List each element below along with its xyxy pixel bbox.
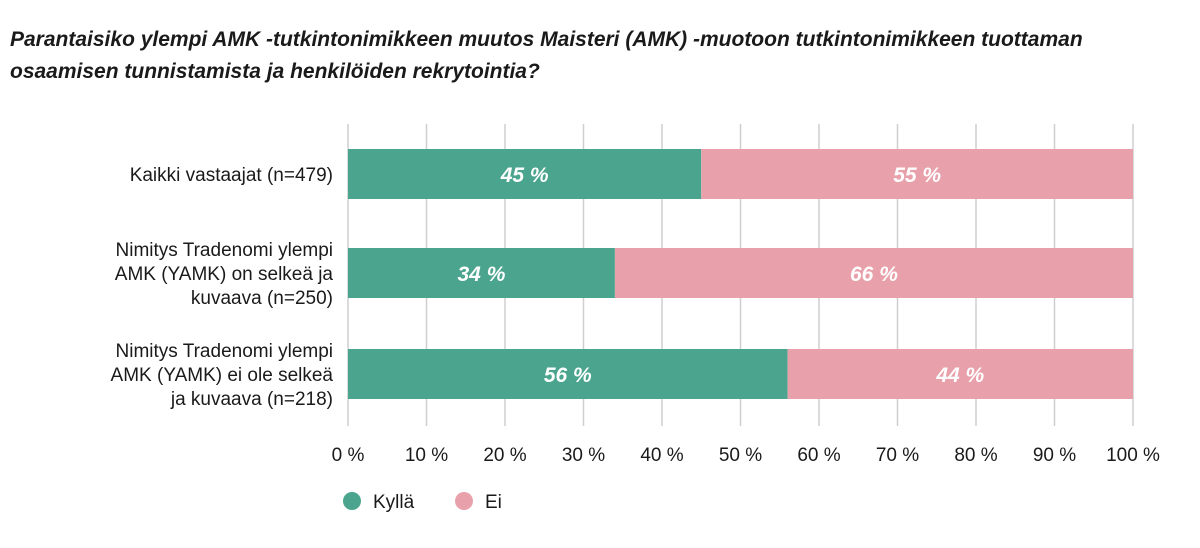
category-label-line: AMK (YAMK) ei ole selkeä xyxy=(111,365,334,386)
category-label-line: Kaikki vastaajat (n=479) xyxy=(130,165,333,186)
bar-value-label: 45 % xyxy=(500,164,549,187)
category-label-line: AMK (YAMK) on selkeä ja xyxy=(115,264,334,285)
x-tick-label: 90 % xyxy=(1033,445,1076,466)
category-label-line: Nimitys Tradenomi ylempi xyxy=(116,240,334,261)
bar-kyllä-1 xyxy=(348,248,615,298)
bar-value-label: 56 % xyxy=(544,364,592,387)
x-tick-label: 10 % xyxy=(405,445,448,466)
x-axis-ticks: 0 % 10 % 20 % 30 % 40 % 50 % 60 % 70 % 80 % 90 % 1… xyxy=(332,445,1160,466)
x-tick-label: 100 % xyxy=(1106,445,1160,466)
bar-value-label: 44 % xyxy=(935,364,984,387)
x-tick-label: 50 % xyxy=(719,445,762,466)
category-labels: Kaikki vastaajat (n=479) Nimitys Tradenom… xyxy=(111,165,334,410)
category-label-line: ja kuvaava (n=218) xyxy=(170,389,333,410)
legend-label-ei: Ei xyxy=(485,492,502,513)
category-label-1: Nimitys Tradenomi ylempi AMK (YAMK) on se… xyxy=(115,240,334,309)
category-label-line: Nimitys Tradenomi ylempi xyxy=(116,341,334,362)
legend-label-kyllä: Kyllä xyxy=(373,492,415,513)
bar-value-label: 66 % xyxy=(850,263,898,286)
category-label-line: kuvaava (n=250) xyxy=(191,288,333,309)
category-label-0: Kaikki vastaajat (n=479) xyxy=(130,165,333,186)
legend-marker-ei xyxy=(455,492,473,510)
bar-value-label: 34 % xyxy=(458,263,506,286)
chart-title: Parantaisiko ylempi AMK -tutkintonimikke… xyxy=(10,28,1083,83)
bars: 45 % 55 % 34 % 66 % 56 % 44 % xyxy=(348,149,1133,399)
x-tick-label: 30 % xyxy=(562,445,605,466)
x-tick-label: 0 % xyxy=(332,445,365,466)
x-tick-label: 60 % xyxy=(797,445,840,466)
bar-ei-1 xyxy=(614,248,1133,298)
legend-marker-kyllä xyxy=(343,492,361,510)
x-tick-label: 80 % xyxy=(954,445,997,466)
legend: Kyllä Ei xyxy=(343,492,502,513)
bar-value-label: 55 % xyxy=(893,164,941,187)
bar-ei-0 xyxy=(701,149,1133,199)
bar-ei-2 xyxy=(787,349,1133,399)
x-tick-label: 40 % xyxy=(640,445,683,466)
x-tick-label: 70 % xyxy=(876,445,919,466)
bar-kyllä-2 xyxy=(348,349,788,399)
bar-kyllä-0 xyxy=(348,149,702,199)
category-label-2: Nimitys Tradenomi ylempi AMK (YAMK) ei ol… xyxy=(111,341,334,410)
x-tick-label: 20 % xyxy=(483,445,526,466)
